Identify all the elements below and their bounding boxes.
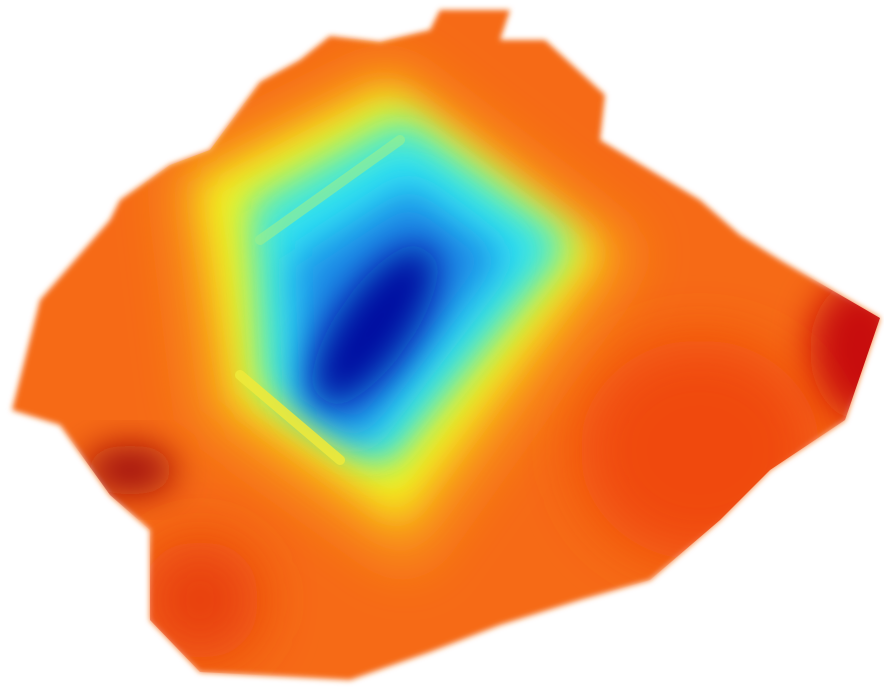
red-region bbox=[140, 540, 260, 660]
red-region bbox=[580, 340, 820, 560]
heat-blob bbox=[12, 10, 884, 680]
depth-map bbox=[0, 0, 884, 687]
dark-red-edge bbox=[85, 445, 175, 495]
